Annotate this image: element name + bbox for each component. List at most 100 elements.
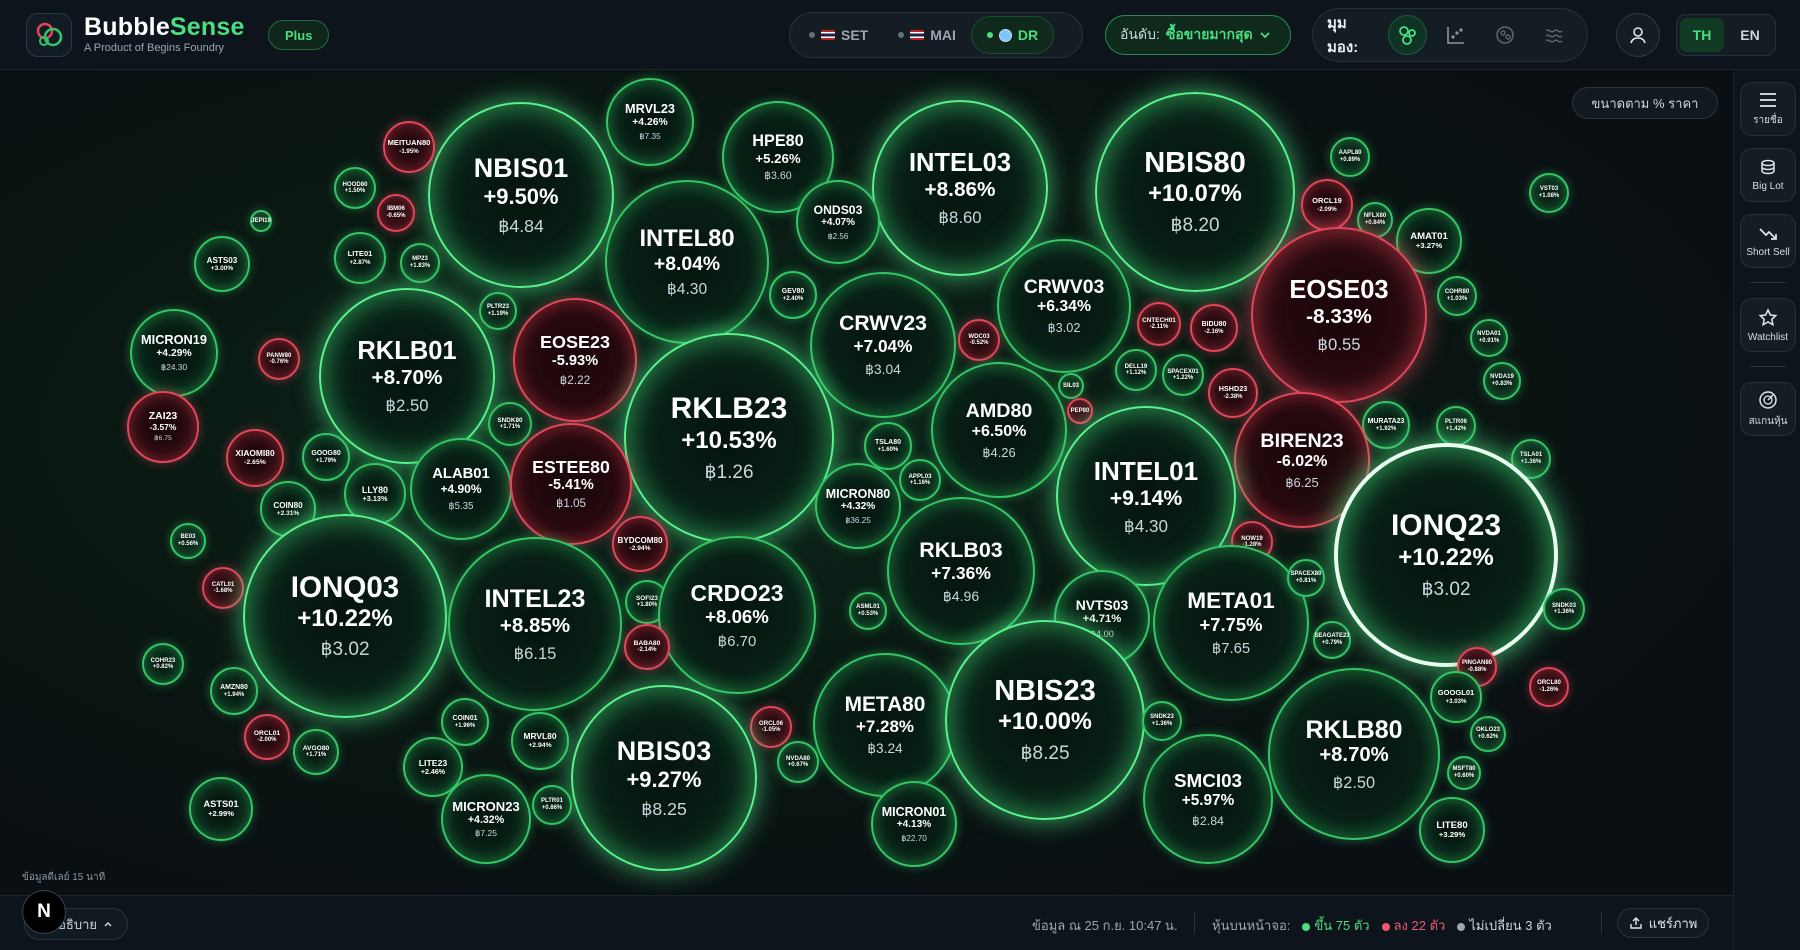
stock-bubble[interactable]: SEAGATE23 +0.79% bbox=[1313, 621, 1351, 659]
stock-bubble[interactable]: NVDA80 +0.67% bbox=[777, 741, 819, 783]
market-tab-set[interactable]: SET bbox=[794, 16, 883, 54]
plan-badge[interactable]: Plus bbox=[268, 20, 330, 50]
stock-bubble[interactable]: META80 +7.28% ฿3.24 bbox=[813, 653, 957, 797]
stock-bubble[interactable]: CATL01 -1.68% bbox=[202, 567, 244, 609]
stock-bubble[interactable]: EOSE03 -8.33% ฿0.55 bbox=[1251, 227, 1427, 403]
scatter-view-button[interactable] bbox=[1437, 15, 1476, 55]
stock-bubble[interactable]: NVDA19 +0.83% bbox=[1483, 362, 1521, 400]
stock-bubble[interactable]: NBIS80 +10.07% ฿8.20 bbox=[1095, 92, 1295, 292]
stock-bubble[interactable]: MICRON19 +4.29% ฿24.30 bbox=[130, 309, 218, 397]
stock-bubble[interactable]: ORCL06 -1.05% bbox=[750, 706, 792, 748]
stock-bubble[interactable]: IONQ03 +10.22% ฿3.02 bbox=[243, 514, 447, 718]
stock-bubble[interactable]: MICRON80 +4.32% ฿36.25 bbox=[815, 463, 901, 549]
stock-bubble[interactable]: LITE01 +2.87% bbox=[334, 232, 386, 284]
stock-bubble[interactable]: HOOD80 +1.50% bbox=[334, 167, 376, 209]
stock-bubble[interactable]: PLTR23 +1.19% bbox=[479, 292, 517, 330]
stock-bubble[interactable]: ASTS03 +3.00% bbox=[194, 236, 250, 292]
market-tab-dr[interactable]: DR bbox=[970, 16, 1055, 54]
sidebar-item-watchlist[interactable]: Watchlist bbox=[1740, 298, 1796, 352]
stock-bubble[interactable]: COHR80 +1.03% bbox=[1437, 276, 1477, 316]
stock-bubble[interactable]: BYDCOM80 -2.94% bbox=[612, 516, 668, 572]
stock-bubble[interactable]: MICRON01 +4.13% ฿22.70 bbox=[871, 781, 957, 867]
stock-bubble[interactable]: MICRON23 +4.32% ฿7.25 bbox=[441, 774, 531, 864]
stock-bubble[interactable]: RKLB03 +7.36% ฿4.96 bbox=[887, 497, 1035, 645]
stock-bubble[interactable]: RKLB01 +8.70% ฿2.50 bbox=[319, 288, 495, 464]
lang-th-button[interactable]: TH bbox=[1680, 18, 1724, 52]
stock-bubble[interactable]: INTEL03 +8.86% ฿8.60 bbox=[872, 100, 1048, 276]
sidebar-item-short-sell[interactable]: Short Sell bbox=[1740, 214, 1796, 268]
stock-bubble[interactable]: BE03 +0.56% bbox=[170, 523, 206, 559]
stock-bubble[interactable]: TSLA80 +1.60% bbox=[864, 422, 912, 470]
stock-bubble[interactable]: MRVL80 +2.94% bbox=[511, 712, 569, 770]
bubble-view-button[interactable] bbox=[1388, 15, 1428, 55]
stock-bubble[interactable]: HSHD23 -2.38% bbox=[1208, 368, 1258, 418]
stock-bubble[interactable]: SNDK80 +1.71% bbox=[488, 402, 532, 446]
stock-bubble[interactable]: NBIS03 +9.27% ฿8.25 bbox=[571, 685, 757, 871]
stock-bubble[interactable]: INTEL01 +9.14% ฿4.30 bbox=[1056, 406, 1236, 586]
size-mode-badge[interactable]: ขนาดตาม % ราคา bbox=[1572, 87, 1718, 119]
stock-bubble[interactable]: APPL03 +1.16% bbox=[899, 459, 941, 501]
stock-bubble[interactable]: EOSE23 -5.93% ฿2.22 bbox=[513, 298, 637, 422]
stock-bubble[interactable]: NBIS23 +10.00% ฿8.25 bbox=[945, 620, 1145, 820]
stock-bubble[interactable]: MRVL23 +4.26% ฿7.35 bbox=[606, 78, 694, 166]
stock-bubble[interactable]: MSFT80 +0.60% bbox=[1447, 756, 1481, 790]
stock-bubble[interactable]: LITE80 +3.29% bbox=[1419, 797, 1485, 863]
stock-bubble[interactable]: AAPL80 +0.89% bbox=[1330, 137, 1370, 177]
stock-bubble[interactable]: AMD80 +6.50% ฿4.26 bbox=[931, 362, 1067, 498]
stock-bubble[interactable]: COIN01 +1.96% bbox=[441, 698, 489, 746]
stock-bubble[interactable]: ESTEE80 -5.41% ฿1.05 bbox=[510, 423, 632, 545]
share-image-button[interactable]: แชร์ภาพ bbox=[1617, 908, 1709, 938]
stock-bubble[interactable]: BABA80 -2.14% bbox=[624, 624, 670, 670]
stock-bubble[interactable]: GEV80 +2.40% bbox=[769, 271, 817, 319]
next-dev-badge[interactable]: N bbox=[22, 890, 66, 934]
stock-bubble[interactable]: MEITUAN80 -1.95% bbox=[383, 121, 435, 173]
stock-bubble[interactable]: MURATA23 +1.92% bbox=[1362, 401, 1410, 449]
stock-bubble[interactable]: CRWV03 +6.34% ฿3.02 bbox=[997, 239, 1131, 373]
stock-bubble[interactable]: AMZN80 +1.94% bbox=[210, 667, 258, 715]
stock-bubble[interactable]: GOOGL01 +3.03% bbox=[1430, 671, 1482, 723]
stock-bubble[interactable]: NBIS01 +9.50% ฿4.84 bbox=[428, 102, 614, 288]
user-profile-button[interactable] bbox=[1616, 13, 1660, 57]
rank-dropdown[interactable]: อันดับ: ซื้อขายมากสุด bbox=[1105, 15, 1291, 55]
stock-bubble[interactable]: COHR23 +0.82% bbox=[142, 643, 184, 685]
stock-bubble[interactable]: ORCL80 -1.26% bbox=[1529, 667, 1569, 707]
lang-en-button[interactable]: EN bbox=[1740, 27, 1760, 43]
stock-bubble[interactable]: SNDK23 +1.36% bbox=[1142, 701, 1182, 741]
stock-bubble[interactable]: JEPI19 bbox=[250, 210, 272, 232]
stock-bubble[interactable]: PEP80 bbox=[1067, 398, 1093, 424]
stock-bubble[interactable]: CRDO23 +8.06% ฿6.70 bbox=[658, 536, 816, 694]
stock-bubble[interactable]: AVGO80 +1.71% bbox=[293, 729, 339, 775]
stock-bubble[interactable]: SNDK03 +1.36% bbox=[1543, 588, 1585, 630]
stock-bubble[interactable]: XIAOMI80 -2.65% bbox=[226, 429, 284, 487]
stock-bubble[interactable]: ZAI23 -3.57% ฿6.75 bbox=[127, 391, 199, 463]
stock-bubble[interactable]: ALAB01 +4.90% ฿5.35 bbox=[410, 438, 512, 540]
stock-bubble[interactable]: RKLB80 +8.70% ฿2.50 bbox=[1268, 668, 1440, 840]
stock-bubble[interactable]: OKLO23 +0.62% bbox=[1470, 716, 1506, 752]
stock-bubble[interactable]: CRWV23 +7.04% ฿3.04 bbox=[810, 272, 956, 418]
stock-bubble[interactable]: INTEL23 +8.85% ฿6.15 bbox=[448, 537, 622, 711]
stock-bubble[interactable]: ORCL01 -2.00% bbox=[244, 714, 290, 760]
stock-bubble[interactable]: ASML01 +0.53% bbox=[849, 592, 887, 630]
stock-bubble[interactable]: SPACEX80 +0.81% bbox=[1287, 559, 1325, 597]
stock-bubble[interactable]: INTEL80 +8.04% ฿4.30 bbox=[605, 180, 769, 344]
sector-view-button[interactable] bbox=[1486, 15, 1525, 55]
market-tab-mai[interactable]: MAI bbox=[883, 16, 971, 54]
stock-bubble[interactable]: WDC03 -0.52% bbox=[958, 319, 1000, 361]
stock-bubble[interactable]: META01 +7.75% ฿7.65 bbox=[1153, 545, 1309, 701]
stock-bubble[interactable]: MP23 +1.83% bbox=[400, 243, 440, 283]
flow-view-button[interactable] bbox=[1534, 15, 1573, 55]
stock-bubble[interactable]: ASTS01 +2.99% bbox=[189, 777, 253, 841]
stock-bubble[interactable]: SIL03 bbox=[1058, 373, 1084, 399]
stock-bubble[interactable]: BIDU80 -2.16% bbox=[1190, 304, 1238, 352]
sidebar-item-scan[interactable]: สแกนหุ้น bbox=[1740, 382, 1796, 436]
sidebar-item-big-lot[interactable]: Big Lot bbox=[1740, 148, 1796, 202]
stock-bubble[interactable]: NVDA01 +0.91% bbox=[1470, 319, 1508, 357]
stock-bubble[interactable]: CNTECH01 -2.11% bbox=[1137, 302, 1181, 346]
stock-bubble[interactable]: SMCI03 +5.97% ฿2.84 bbox=[1143, 734, 1273, 864]
stock-bubble[interactable]: GOOG80 +1.79% bbox=[302, 433, 350, 481]
stock-bubble[interactable]: IONQ23 +10.22% ฿3.02 bbox=[1334, 443, 1558, 667]
stock-bubble[interactable]: SPACEX01 +1.22% bbox=[1162, 354, 1204, 396]
stock-bubble[interactable]: PLTR06 +1.42% bbox=[1436, 406, 1476, 446]
stock-bubble[interactable]: PANW80 -0.76% bbox=[258, 338, 300, 380]
stock-bubble[interactable]: RKLB23 +10.53% ฿1.26 bbox=[624, 333, 834, 543]
